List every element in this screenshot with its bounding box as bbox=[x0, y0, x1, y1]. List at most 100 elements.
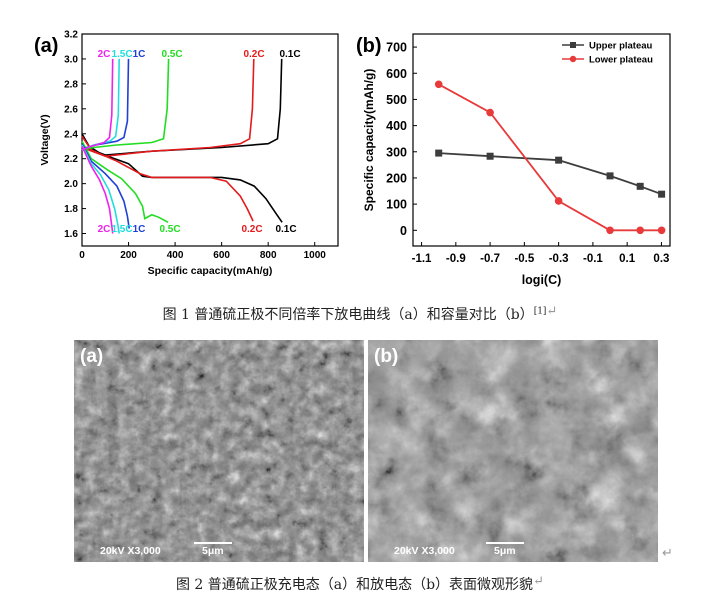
chart-a-charge-0_1C bbox=[81, 58, 283, 156]
sem-image-a: (a) 20kV X3,000 5μm bbox=[74, 340, 364, 562]
chart-a-xtick-label: 600 bbox=[213, 250, 230, 261]
chart-a-xlabel: Specific capacity(mAh/g) bbox=[148, 265, 273, 277]
sem-texture-a bbox=[74, 340, 364, 562]
chart-a-top-label: 1.5C bbox=[111, 49, 132, 60]
chart-a-ytick-label: 2.8 bbox=[64, 79, 78, 90]
figure-2-caption-text: 图 2 普通硫正极充电态（a）和放电态（b）表面微观形貌 bbox=[175, 577, 534, 593]
sem-texture-b bbox=[368, 340, 658, 562]
chart-b-legend-label-lower: Lower plateau bbox=[589, 55, 653, 66]
figure-2-caption: 图 2 普通硫正极充电态（a）和放电态（b）表面微观形貌 ↵ bbox=[0, 574, 709, 594]
chart-a-top-label: 1C bbox=[133, 49, 146, 60]
chart-a-xtick-label: 0 bbox=[79, 250, 85, 261]
chart-b-point-upper bbox=[435, 149, 443, 157]
sem-a-scale: 5μm bbox=[202, 545, 224, 557]
chart-a-bottom-label: 0.5C bbox=[159, 224, 180, 235]
chart-b-ytick-label: 200 bbox=[386, 171, 407, 185]
chart-b-xtick-label: -0.7 bbox=[480, 253, 500, 265]
chart-b-legend-label-upper: Upper plateau bbox=[589, 41, 653, 52]
chart-a-top-label: 0.5C bbox=[161, 49, 182, 60]
chart-a-bottom-label: 1.5C bbox=[111, 224, 132, 235]
chart-a-ytick-label: 2.6 bbox=[64, 104, 78, 115]
chart-b-ytick-label: 100 bbox=[386, 198, 407, 212]
figure-1-caption-ref: [1] bbox=[533, 306, 547, 317]
figure-1-caption-text: 图 1 普通硫正极不同倍率下放电曲线（a）和容量对比（b） bbox=[162, 307, 534, 323]
sem-a-scale-bar bbox=[194, 542, 232, 544]
chart-b-panel-label: (b) bbox=[356, 35, 382, 57]
chart-b-ylabel: Specific capacity(mAh/g) bbox=[362, 69, 376, 212]
chart-a-ytick-label: 2.2 bbox=[64, 154, 78, 165]
chart-a-ytick-label: 3.0 bbox=[64, 54, 78, 65]
chart-a-ytick-label: 2.0 bbox=[64, 179, 78, 190]
sem-a-label: (a) bbox=[80, 346, 104, 367]
chart-a-charge-1C bbox=[81, 58, 130, 150]
paragraph-mark-icon: ↵ bbox=[546, 304, 558, 319]
chart-b-xtick-label: 0.3 bbox=[653, 253, 669, 265]
chart-b-xtick-label: -0.3 bbox=[549, 253, 569, 265]
chart-b-point-upper bbox=[486, 152, 494, 160]
chart-b-legend-marker-lower bbox=[569, 55, 577, 63]
return-mark-icon: ↵ bbox=[662, 545, 673, 560]
chart-b-xtick-label: -0.9 bbox=[446, 253, 466, 265]
chart-a-top-label: 2C bbox=[98, 49, 111, 60]
chart-a-charge-1_5C bbox=[81, 58, 120, 151]
chart-a-frame bbox=[81, 33, 339, 247]
chart-a-bottom-label: 2C bbox=[98, 224, 111, 235]
chart-b-ytick-label: 600 bbox=[386, 67, 407, 81]
chart-a-bottom-label: 0.1C bbox=[275, 224, 296, 235]
chart-b-ytick-label: 300 bbox=[386, 145, 407, 159]
sem-b-scale-bar bbox=[486, 542, 524, 544]
sem-b-scale: 5μm bbox=[494, 545, 516, 557]
chart-b-point-lower bbox=[636, 226, 644, 235]
chart-b-xtick-label: -0.5 bbox=[514, 253, 534, 265]
chart-a-charge-0_2C bbox=[81, 58, 255, 158]
chart-b-point-lower bbox=[434, 80, 443, 89]
chart-a: (a) 0 200 400 600 800 1000 1.6 1.8 2.0 2.2 2.4 2.6 2.… bbox=[34, 30, 339, 277]
chart-a-ytick-label: 1.6 bbox=[64, 229, 78, 240]
chart-a-ylabel: Voltage(V) bbox=[39, 114, 51, 165]
chart-a-top-label: 0.1C bbox=[279, 49, 300, 60]
sem-b-label: (b) bbox=[374, 346, 399, 367]
chart-a-discharge-2C bbox=[81, 145, 114, 234]
chart-b-ytick-label: 700 bbox=[386, 41, 407, 55]
chart-b-point-lower bbox=[486, 108, 494, 117]
chart-a-xtick-label: 200 bbox=[120, 250, 137, 261]
chart-a-charge-2C bbox=[81, 58, 114, 151]
chart-b-point-upper bbox=[555, 156, 563, 164]
sem-b-info: 20kV X3,000 bbox=[394, 545, 455, 557]
chart-b-xtick-label: -1.1 bbox=[412, 253, 432, 265]
chart-a-bottom-label: 1C bbox=[133, 224, 146, 235]
chart-b-xtick-label: -0.1 bbox=[583, 253, 603, 265]
chart-a-ytick-label: 3.2 bbox=[64, 30, 78, 41]
chart-a-top-label: 0.2C bbox=[243, 49, 264, 60]
chart-b-ytick-label: 500 bbox=[386, 93, 407, 107]
chart-a-discharge-1_5C bbox=[81, 144, 120, 234]
chart-b-ytick-label: 0 bbox=[400, 224, 407, 238]
chart-a-discharge-0_5C bbox=[81, 140, 169, 224]
chart-a-ytick-label: 1.8 bbox=[64, 204, 78, 215]
chart-a-discharge-1C bbox=[81, 143, 130, 229]
chart-b-legend-marker-upper bbox=[570, 42, 576, 48]
chart-b-point-lower bbox=[657, 226, 666, 235]
chart-a-bottom-label: 0.2C bbox=[241, 224, 262, 235]
sem-image-b: (b) 20kV X3,000 5μm bbox=[368, 340, 658, 562]
figure-1-charts: (a)0 200 400 600 800 10001.61.82.02.22.42.62.… bbox=[34, 30, 671, 287]
chart-b-point-upper bbox=[658, 190, 666, 198]
chart-b-point-upper bbox=[606, 172, 614, 180]
chart-a-xtick-label: 800 bbox=[260, 250, 277, 261]
chart-a-ytick-label: 2.4 bbox=[64, 129, 78, 140]
chart-b-point-upper bbox=[636, 182, 644, 190]
chart-a-panel-label: (a) bbox=[34, 35, 58, 57]
chart-a-charge-0_5C bbox=[81, 58, 170, 151]
chart-b-line-upper bbox=[438, 152, 662, 196]
chart-b-xlabel: logi(C) bbox=[522, 273, 562, 287]
paragraph-mark-icon-2: ↵ bbox=[533, 574, 544, 589]
chart-b-frame bbox=[412, 33, 671, 247]
chart-a-xtick-label: 400 bbox=[167, 250, 184, 261]
chart-b: (b) -1.1 -0.9 -0.7 -0.5 -0.3 -0.1 0.1 0.3 0 100 200… bbox=[356, 33, 671, 287]
sem-a-info: 20kV X3,000 bbox=[100, 545, 161, 557]
figure-1-caption: 图 1 普通硫正极不同倍率下放电曲线（a）和容量对比（b）[1] ↵ bbox=[0, 304, 709, 324]
chart-b-xtick-label: 0.1 bbox=[619, 253, 636, 265]
chart-b-point-lower bbox=[554, 197, 563, 205]
chart-b-ytick-label: 400 bbox=[386, 119, 407, 133]
chart-a-xtick-label: 1000 bbox=[304, 250, 327, 261]
